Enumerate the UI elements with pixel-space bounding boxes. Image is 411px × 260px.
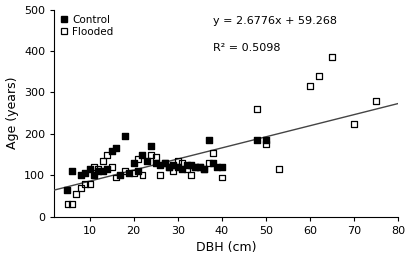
- Point: [113, 146, 119, 151]
- Point: [254, 107, 261, 111]
- Point: [126, 171, 133, 176]
- Point: [143, 159, 150, 163]
- Point: [192, 165, 199, 169]
- Point: [95, 169, 102, 173]
- Point: [135, 157, 141, 161]
- Point: [373, 99, 380, 103]
- Point: [179, 167, 185, 171]
- Point: [139, 153, 146, 157]
- Point: [130, 171, 137, 176]
- Point: [117, 173, 124, 178]
- Point: [192, 165, 199, 169]
- Point: [210, 161, 216, 165]
- Point: [91, 173, 97, 178]
- Point: [157, 173, 164, 178]
- Point: [99, 159, 106, 163]
- Point: [161, 161, 168, 165]
- Point: [139, 173, 146, 178]
- Point: [104, 153, 111, 157]
- Point: [73, 192, 80, 196]
- Point: [201, 167, 208, 171]
- Point: [188, 163, 194, 167]
- Point: [135, 169, 141, 173]
- Point: [99, 169, 106, 173]
- Point: [183, 163, 190, 167]
- Point: [77, 173, 84, 178]
- Point: [148, 153, 155, 157]
- Point: [69, 202, 75, 206]
- Point: [175, 159, 181, 163]
- Point: [196, 165, 203, 169]
- Point: [166, 165, 172, 169]
- Point: [175, 165, 181, 169]
- X-axis label: DBH (cm): DBH (cm): [196, 242, 256, 255]
- Point: [214, 165, 221, 169]
- Point: [316, 74, 322, 78]
- Point: [69, 169, 75, 173]
- Point: [109, 165, 115, 169]
- Point: [210, 151, 216, 155]
- Point: [196, 165, 203, 169]
- Point: [104, 167, 111, 171]
- Point: [307, 84, 314, 88]
- Point: [64, 202, 71, 206]
- Legend: Control, Flooded: Control, Flooded: [58, 13, 115, 39]
- Point: [95, 167, 102, 171]
- Point: [219, 176, 225, 180]
- Point: [122, 169, 128, 173]
- Point: [82, 182, 88, 186]
- Point: [86, 167, 93, 171]
- Point: [166, 165, 172, 169]
- Point: [130, 161, 137, 165]
- Point: [206, 161, 212, 165]
- Point: [276, 167, 282, 171]
- Point: [148, 144, 155, 148]
- Point: [263, 142, 269, 146]
- Point: [206, 138, 212, 142]
- Point: [201, 167, 208, 171]
- Point: [170, 169, 177, 173]
- Point: [91, 165, 97, 169]
- Point: [351, 121, 358, 126]
- Point: [86, 182, 93, 186]
- Point: [82, 171, 88, 176]
- Point: [109, 148, 115, 153]
- Point: [152, 155, 159, 159]
- Point: [170, 163, 177, 167]
- Point: [219, 165, 225, 169]
- Point: [161, 161, 168, 165]
- Y-axis label: Age (years): Age (years): [6, 77, 18, 150]
- Point: [183, 167, 190, 171]
- Point: [254, 138, 261, 142]
- Point: [152, 161, 159, 165]
- Point: [179, 161, 185, 165]
- Text: R² = 0.5098: R² = 0.5098: [212, 43, 280, 53]
- Point: [122, 134, 128, 138]
- Point: [329, 55, 335, 59]
- Point: [64, 188, 71, 192]
- Point: [188, 173, 194, 178]
- Point: [263, 138, 269, 142]
- Point: [157, 163, 164, 167]
- Point: [113, 176, 119, 180]
- Text: y = 2.6776x + 59.268: y = 2.6776x + 59.268: [212, 16, 337, 26]
- Point: [77, 186, 84, 190]
